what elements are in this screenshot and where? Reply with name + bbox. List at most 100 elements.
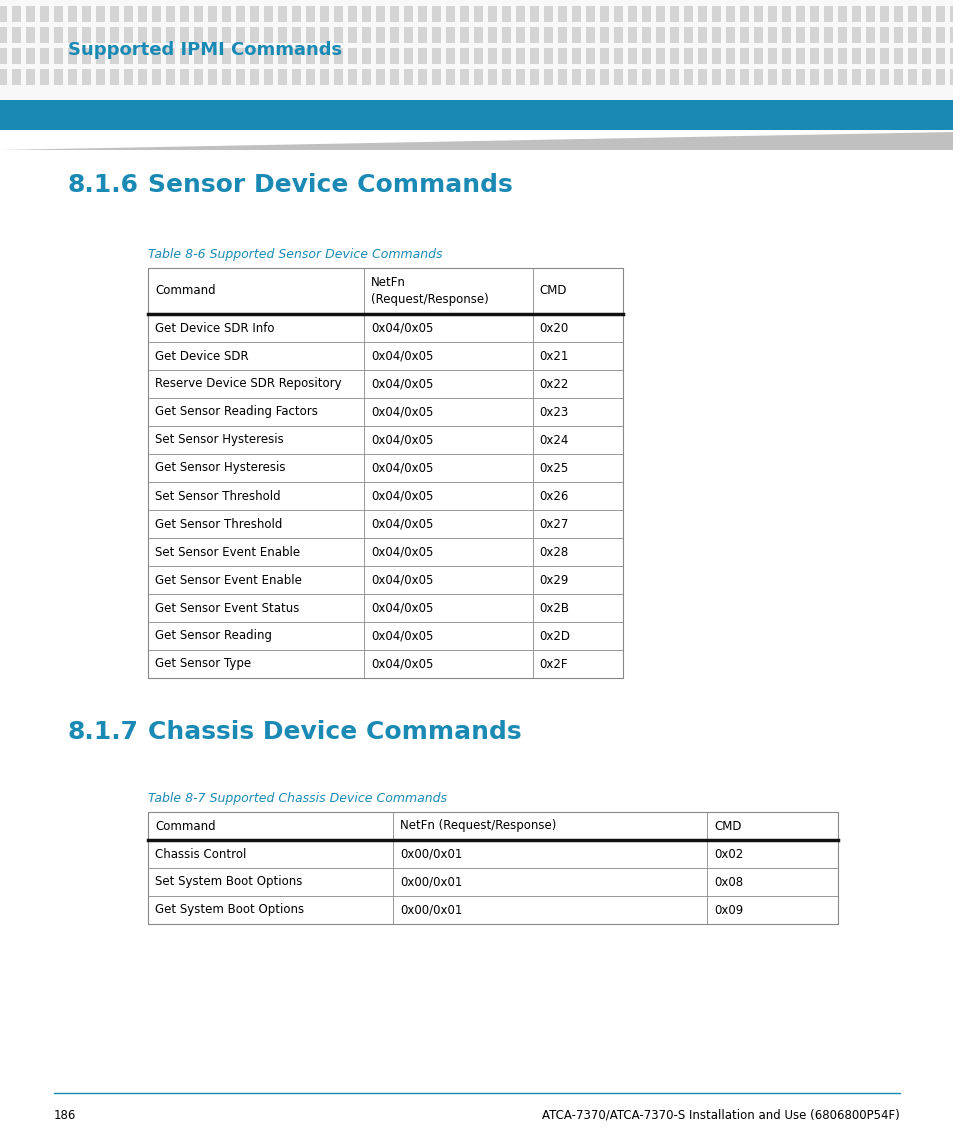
Bar	[683, 6, 692, 22]
Text: 0x29: 0x29	[539, 574, 569, 586]
Text: 0x02: 0x02	[713, 847, 742, 861]
Bar	[193, 27, 203, 44]
Text: NetFn
(Request/Response): NetFn (Request/Response)	[371, 276, 488, 306]
Bar	[865, 69, 874, 85]
Text: 0x2B: 0x2B	[539, 601, 569, 615]
Bar	[879, 27, 888, 44]
Bar	[110, 6, 119, 22]
Bar	[0, 69, 7, 85]
Bar	[823, 6, 832, 22]
Bar	[935, 48, 944, 64]
Bar	[235, 48, 245, 64]
Text: 0x22: 0x22	[539, 378, 569, 390]
Bar	[12, 69, 21, 85]
Bar	[306, 69, 314, 85]
Text: 0x24: 0x24	[539, 434, 569, 447]
Bar	[753, 69, 762, 85]
Bar	[180, 6, 189, 22]
Bar	[459, 69, 469, 85]
Text: Supported IPMI Commands: Supported IPMI Commands	[68, 41, 342, 60]
Bar	[501, 48, 511, 64]
Bar	[12, 27, 21, 44]
Text: 0x00/0x01: 0x00/0x01	[399, 903, 462, 916]
Bar	[26, 6, 35, 22]
Text: Get Sensor Hysteresis: Get Sensor Hysteresis	[154, 461, 285, 474]
Bar	[669, 69, 679, 85]
Bar	[334, 27, 343, 44]
Bar	[516, 69, 524, 85]
Bar	[585, 6, 595, 22]
Bar	[446, 27, 455, 44]
Bar	[277, 6, 287, 22]
Bar	[82, 69, 91, 85]
Text: 0x04/0x05: 0x04/0x05	[371, 601, 433, 615]
Bar	[795, 6, 804, 22]
Bar	[40, 69, 49, 85]
Bar	[711, 27, 720, 44]
Bar	[277, 27, 287, 44]
Bar	[138, 6, 147, 22]
Bar	[348, 48, 356, 64]
Bar	[54, 69, 63, 85]
Bar	[740, 27, 748, 44]
Bar	[68, 48, 77, 64]
Bar	[753, 6, 762, 22]
Text: 0x20: 0x20	[539, 322, 568, 334]
Bar	[641, 48, 650, 64]
Text: 0x08: 0x08	[713, 876, 742, 889]
Text: 0x00/0x01: 0x00/0x01	[399, 876, 462, 889]
Bar	[641, 27, 650, 44]
Bar	[166, 48, 174, 64]
Bar	[40, 48, 49, 64]
Text: Table 8-6 Supported Sensor Device Commands: Table 8-6 Supported Sensor Device Comman…	[148, 248, 442, 261]
Bar	[627, 27, 637, 44]
Bar	[865, 6, 874, 22]
Bar	[68, 69, 77, 85]
Text: Get System Boot Options: Get System Boot Options	[154, 903, 304, 916]
Text: 0x28: 0x28	[539, 545, 568, 559]
Bar	[250, 69, 258, 85]
Text: 0x04/0x05: 0x04/0x05	[371, 518, 433, 530]
Bar	[530, 27, 538, 44]
Text: 0x04/0x05: 0x04/0x05	[371, 657, 433, 671]
Bar	[250, 27, 258, 44]
Bar	[614, 6, 622, 22]
Bar	[711, 48, 720, 64]
Bar	[306, 27, 314, 44]
Bar	[572, 27, 580, 44]
Bar	[432, 27, 440, 44]
Bar	[530, 69, 538, 85]
Bar	[375, 27, 385, 44]
Bar	[599, 69, 608, 85]
Bar	[348, 27, 356, 44]
Bar	[614, 48, 622, 64]
Bar	[879, 6, 888, 22]
Bar	[558, 27, 566, 44]
Bar	[656, 69, 664, 85]
Bar	[488, 27, 497, 44]
Bar	[235, 6, 245, 22]
Bar	[474, 27, 482, 44]
Bar	[907, 69, 916, 85]
Bar	[572, 48, 580, 64]
Bar	[0, 131, 953, 150]
Bar	[558, 48, 566, 64]
Bar	[417, 48, 427, 64]
Bar	[96, 48, 105, 64]
Bar	[851, 48, 861, 64]
Bar	[459, 6, 469, 22]
Bar	[585, 69, 595, 85]
Bar	[193, 48, 203, 64]
Bar	[54, 6, 63, 22]
Bar	[334, 6, 343, 22]
Text: 0x04/0x05: 0x04/0x05	[371, 490, 433, 503]
Bar	[837, 69, 846, 85]
Text: Get Sensor Event Status: Get Sensor Event Status	[154, 601, 299, 615]
Bar	[921, 69, 930, 85]
Bar	[222, 6, 231, 22]
Text: 0x00/0x01: 0x00/0x01	[399, 847, 462, 861]
Text: Get Sensor Reading Factors: Get Sensor Reading Factors	[154, 405, 317, 419]
Bar	[152, 27, 161, 44]
Text: Set Sensor Threshold: Set Sensor Threshold	[154, 490, 280, 503]
Bar	[264, 6, 273, 22]
